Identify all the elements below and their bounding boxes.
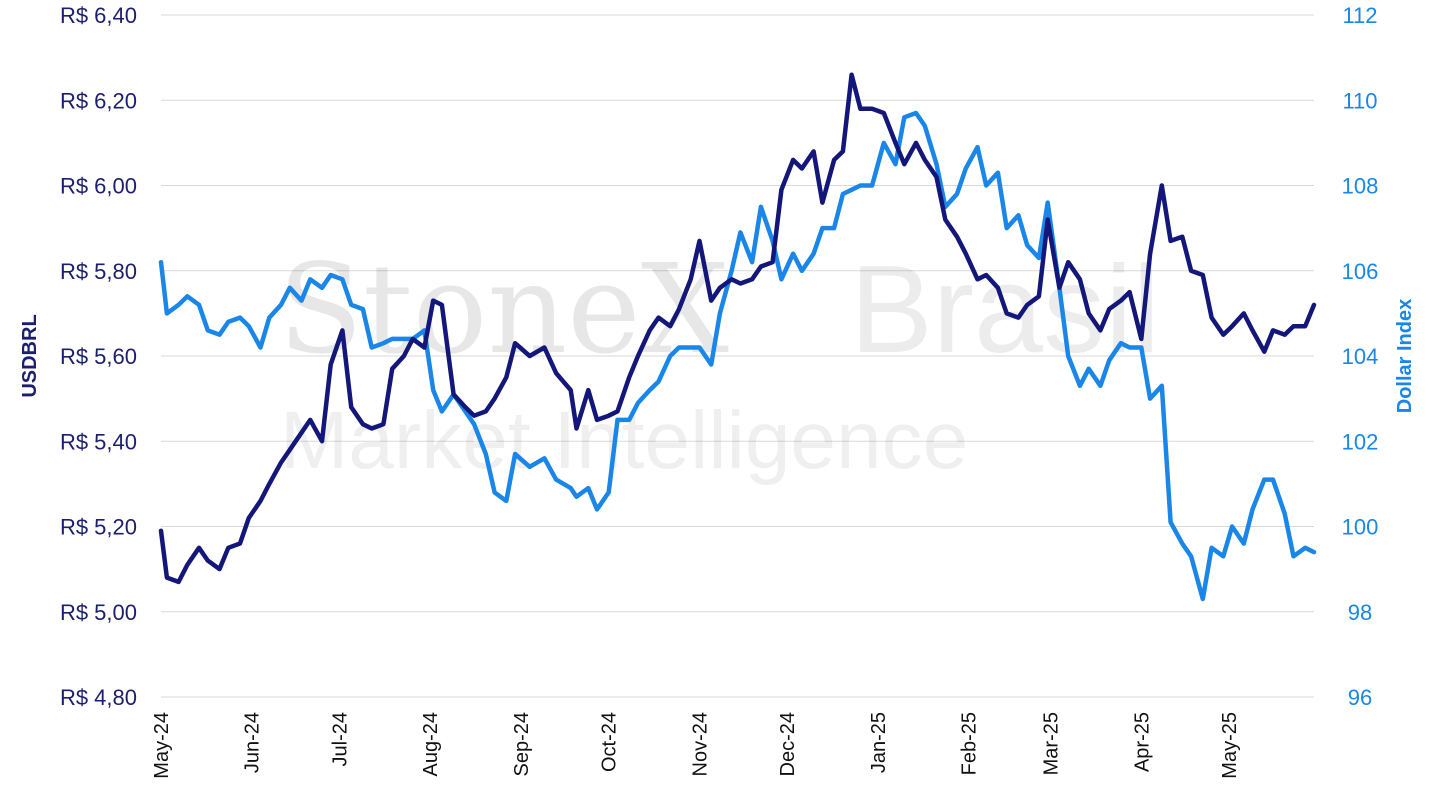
left-tick-label: R$ 5,20: [60, 515, 137, 540]
x-tick-label: Sep-24: [511, 712, 533, 777]
left-axis-title: USDBRL: [19, 314, 41, 397]
x-tick-label: Jun-24: [242, 712, 264, 773]
watermark-brand: StoneX: [278, 238, 729, 382]
right-tick-label: 98: [1348, 600, 1372, 625]
watermark-unit: Market Intelligence: [280, 395, 968, 486]
left-tick-label: R$ 6,40: [60, 3, 137, 28]
left-tick-label: R$ 5,60: [60, 344, 137, 369]
dollar-index-line: [158, 110, 1317, 602]
x-tick-label: May-24: [151, 712, 173, 779]
right-tick-label: 100: [1342, 515, 1379, 540]
x-tick-label: May-25: [1219, 712, 1241, 779]
right-tick-label: 106: [1342, 259, 1379, 284]
x-tick-label: Nov-24: [689, 712, 711, 776]
right-axis-title: Dollar Index: [1394, 299, 1416, 413]
x-axis: May-24 Jun-24 Jul-24 Aug-24 Sep-24 Oct-24 Nov-…: [151, 712, 1241, 779]
right-y-axis: 112 110 108 106 104 102 100 98 96: [1342, 3, 1379, 710]
left-y-axis: R$ 6,40 R$ 6,20 R$ 6,00 R$ 5,80 R$ 5,60 R$ 5,…: [60, 3, 137, 710]
usdbrl-line: [158, 72, 1317, 585]
right-tick-label: 102: [1342, 429, 1379, 454]
x-tick-label: Mar-25: [1041, 712, 1063, 775]
watermark: StoneX Brasil Market Intelligence: [278, 238, 1160, 486]
series-lines: [158, 72, 1317, 602]
right-tick-label: 112: [1342, 3, 1377, 28]
right-tick-label: 108: [1342, 174, 1379, 199]
x-tick-label: Feb-25: [959, 712, 981, 775]
left-tick-label: R$ 6,00: [60, 174, 137, 199]
x-tick-label: Oct-24: [599, 712, 621, 772]
gridlines: [161, 14, 1314, 698]
left-tick-label: R$ 5,40: [60, 429, 137, 454]
right-tick-label: 96: [1348, 685, 1372, 710]
left-tick-label: R$ 5,00: [60, 600, 137, 625]
x-tick-label: Jan-25: [868, 712, 890, 773]
left-tick-label: R$ 5,80: [60, 259, 137, 284]
right-tick-label: 110: [1342, 88, 1377, 113]
x-tick-label: Jul-24: [330, 712, 352, 766]
x-tick-label: Apr-25: [1131, 712, 1153, 772]
x-tick-label: Aug-24: [420, 712, 442, 777]
left-tick-label: R$ 6,20: [60, 88, 137, 113]
x-tick-label: Dec-24: [777, 712, 799, 776]
left-tick-label: R$ 4,80: [60, 685, 137, 710]
right-tick-label: 104: [1342, 344, 1379, 369]
